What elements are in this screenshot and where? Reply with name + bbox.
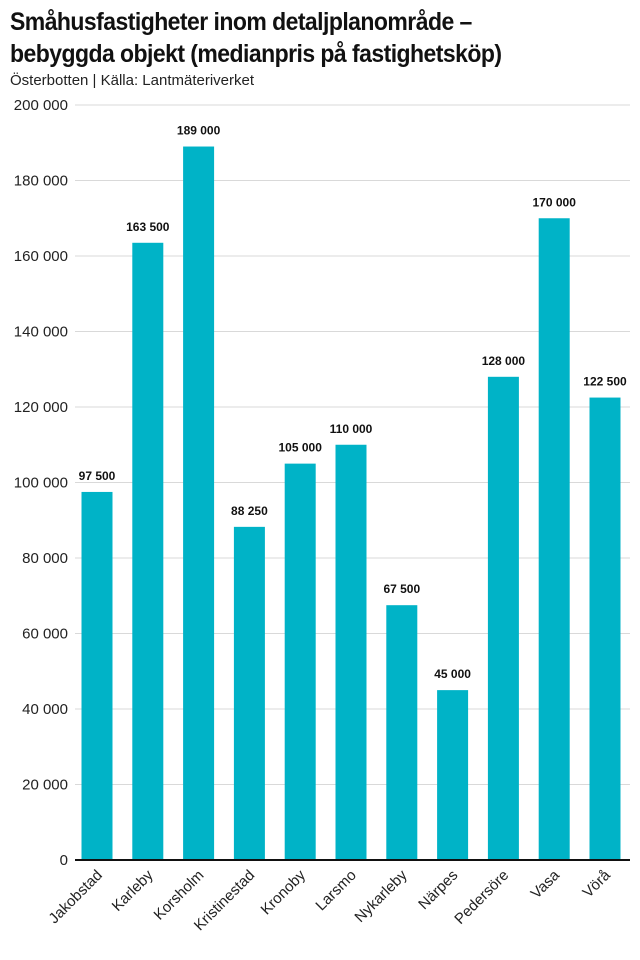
- data-label: 88 250: [231, 504, 268, 518]
- x-tick-label: Pedersöre: [451, 867, 512, 928]
- bar: [284, 463, 316, 860]
- bar: [386, 605, 418, 860]
- x-tick-label: Närpes: [415, 867, 461, 913]
- bar: [183, 146, 215, 860]
- bar: [437, 690, 469, 860]
- data-label: 67 500: [383, 582, 420, 596]
- data-label: 163 500: [126, 220, 170, 234]
- chart-title: Småhusfastigheter inom detaljplanområde …: [10, 8, 502, 68]
- y-tick-label: 100 000: [14, 475, 68, 492]
- data-label: 105 000: [279, 441, 323, 455]
- bar: [589, 397, 621, 860]
- bar: [538, 218, 570, 860]
- data-label: 170 000: [533, 195, 577, 209]
- y-tick-label: 160 000: [14, 248, 68, 265]
- x-tick-label: Vasa: [528, 866, 564, 902]
- data-label: 97 500: [79, 469, 116, 483]
- y-tick-label: 60 000: [22, 626, 68, 643]
- x-tick-label: Kronoby: [257, 866, 309, 918]
- y-tick-label: 120 000: [14, 399, 68, 416]
- data-label: 45 000: [434, 667, 471, 681]
- y-tick-label: 20 000: [22, 777, 68, 794]
- bar: [233, 526, 265, 860]
- y-tick-label: 200 000: [14, 97, 68, 114]
- y-tick-label: 40 000: [22, 701, 68, 718]
- x-tick-label: Jakobstad: [45, 867, 105, 927]
- x-tick-label: Larsmo: [312, 867, 359, 914]
- data-label: 189 000: [177, 124, 221, 138]
- bar: [81, 491, 113, 860]
- x-tick-label: Vörå: [579, 866, 614, 901]
- x-tick-label: Karleby: [109, 866, 157, 914]
- y-tick-label: 80 000: [22, 550, 68, 567]
- bar: [487, 376, 519, 860]
- y-tick-label: 180 000: [14, 173, 68, 190]
- y-tick-label: 140 000: [14, 324, 68, 341]
- data-label: 128 000: [482, 354, 526, 368]
- bar: [335, 444, 367, 860]
- x-tick-label: Nykarleby: [351, 866, 411, 926]
- data-label: 122 500: [583, 375, 627, 389]
- bar: [132, 242, 164, 861]
- chart-subtitle: Österbotten | Källa: Lantmäteriverket: [10, 72, 255, 89]
- data-label: 110 000: [330, 422, 373, 436]
- y-tick-label: 0: [60, 852, 68, 869]
